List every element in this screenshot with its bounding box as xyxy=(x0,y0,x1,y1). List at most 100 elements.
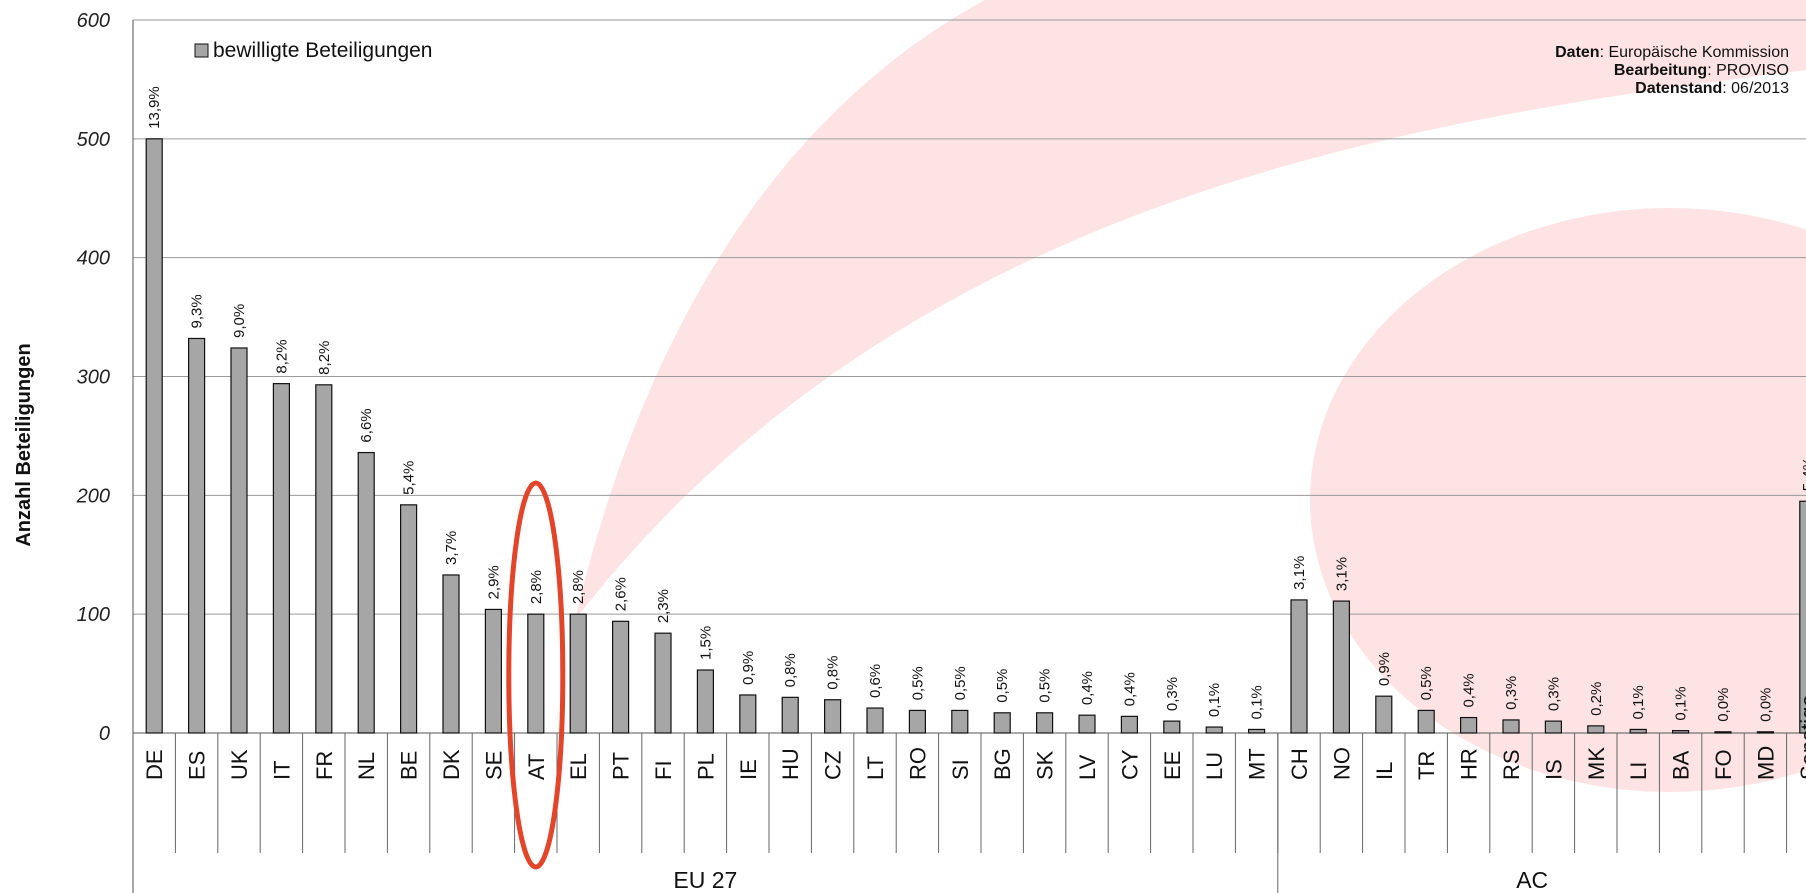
bar-bg xyxy=(993,712,1011,734)
category-label: LT xyxy=(863,756,888,780)
bar-se xyxy=(484,608,502,734)
bar-sonstige xyxy=(1799,500,1806,734)
bar-de xyxy=(145,138,163,734)
percent-label: 0,8% xyxy=(825,656,842,690)
y-tick-label: 100 xyxy=(77,604,110,626)
category-label: ES xyxy=(185,751,210,780)
category-label: BA xyxy=(1669,750,1694,780)
percent-label: 0,1% xyxy=(1673,686,1690,720)
bar-rs xyxy=(1502,719,1520,734)
bar-uk xyxy=(230,347,248,734)
swoosh-oval xyxy=(1310,208,1806,792)
bar-hu xyxy=(781,696,799,734)
bar-md xyxy=(1756,731,1775,734)
percent-label: 0,9% xyxy=(740,651,757,685)
bar-mk xyxy=(1587,725,1605,734)
percent-label: 0,3% xyxy=(1164,677,1181,711)
category-label: IE xyxy=(736,759,761,780)
bar-si xyxy=(951,709,969,734)
percent-label: 9,3% xyxy=(189,294,206,328)
bar-cy xyxy=(1120,715,1139,734)
source-bearbeitung-label: Bearbeitung xyxy=(1614,62,1707,79)
percent-label: 0,4% xyxy=(1121,672,1138,706)
category-label: AT xyxy=(524,754,549,780)
bar-at xyxy=(527,613,545,734)
percent-label: 2,8% xyxy=(528,570,545,604)
category-label: FR xyxy=(312,751,337,780)
percent-label: 2,6% xyxy=(613,577,630,611)
percent-label: 5,4% xyxy=(401,461,418,495)
percent-label: 9,0% xyxy=(231,304,248,338)
bar-ro xyxy=(908,709,927,734)
group-label: AC xyxy=(1516,867,1548,893)
bar-ie xyxy=(739,694,757,734)
y-axis-label: Anzahl Beteiligungen xyxy=(13,343,35,546)
bar-li xyxy=(1629,728,1647,734)
category-label: BG xyxy=(990,748,1015,780)
percent-label: 0,8% xyxy=(782,653,799,687)
category-label: PT xyxy=(609,752,634,780)
percent-label: 0,4% xyxy=(1079,671,1096,705)
category-label: CY xyxy=(1117,749,1142,780)
y-tick-label: 400 xyxy=(77,248,110,270)
percent-label: 0,3% xyxy=(1545,677,1562,711)
category-label: UK xyxy=(227,749,252,780)
bar-cz xyxy=(823,699,842,734)
percent-label: 3,1% xyxy=(1291,556,1308,590)
bar-el xyxy=(569,613,587,734)
source-daten-value: : Europäische Kommission xyxy=(1600,44,1789,61)
y-tick-label: 600 xyxy=(77,10,110,32)
category-label: MT xyxy=(1245,748,1270,780)
percent-label: 5,4% xyxy=(1800,457,1806,491)
percent-label: 0,4% xyxy=(1461,673,1478,707)
percent-label: 2,3% xyxy=(655,589,672,623)
y-axis-ticks: 600 500 400 300 200 100 0 xyxy=(76,10,110,745)
category-label: EL xyxy=(566,753,591,780)
background-swoosh xyxy=(575,0,1806,792)
bar-tr xyxy=(1417,709,1435,734)
category-label: EE xyxy=(1160,751,1185,780)
percent-label: 0,5% xyxy=(909,666,926,700)
bar-lu xyxy=(1205,726,1223,734)
y-tick-label: 500 xyxy=(77,129,110,151)
category-label: Sonstige xyxy=(1796,694,1806,780)
legend-swatch xyxy=(194,43,209,58)
category-label: IL xyxy=(1372,762,1397,780)
swoosh-large xyxy=(575,0,1806,620)
category-label: LI xyxy=(1626,762,1651,780)
category-label: NL xyxy=(354,752,379,780)
category-label: PL xyxy=(693,753,718,780)
category-label: RO xyxy=(905,747,930,780)
bar-lv xyxy=(1078,714,1096,734)
percent-label: 0,0% xyxy=(1715,688,1732,722)
legend-entry: bewilligte Beteiligungen xyxy=(213,39,433,62)
percent-label: 0,9% xyxy=(1376,652,1393,686)
percent-label: 0,1% xyxy=(1630,685,1647,719)
bar-is xyxy=(1544,720,1563,734)
category-label: LV xyxy=(1075,754,1100,780)
percent-label: 0,1% xyxy=(1206,683,1223,717)
source-daten: Daten: Europäische Kommission xyxy=(1555,44,1789,61)
y-tick-label: 200 xyxy=(76,485,110,507)
category-label: HU xyxy=(778,748,803,780)
category-label: BE xyxy=(397,751,422,780)
percent-label: 0,1% xyxy=(1249,685,1266,719)
category-label: HR xyxy=(1457,748,1482,780)
group-labels: EU 27 AC xyxy=(673,867,1548,893)
source-note: Daten: Europäische Kommission Bearbeitun… xyxy=(1555,44,1789,97)
percent-label: 0,5% xyxy=(952,666,969,700)
percent-label: 0,2% xyxy=(1588,682,1605,716)
source-daten-label: Daten xyxy=(1555,44,1599,61)
bar-pl xyxy=(696,669,715,734)
bar-hr xyxy=(1459,716,1478,734)
bar-ee xyxy=(1163,720,1181,734)
y-tick-label: 0 xyxy=(99,723,110,745)
bar-sk xyxy=(1035,712,1054,734)
legend: bewilligte Beteiligungen xyxy=(194,39,433,62)
gridlines xyxy=(133,19,1806,734)
category-label: DK xyxy=(439,749,464,780)
percent-label: 0,5% xyxy=(1037,669,1054,703)
axes xyxy=(132,20,1788,893)
percent-label: 3,7% xyxy=(443,531,460,565)
